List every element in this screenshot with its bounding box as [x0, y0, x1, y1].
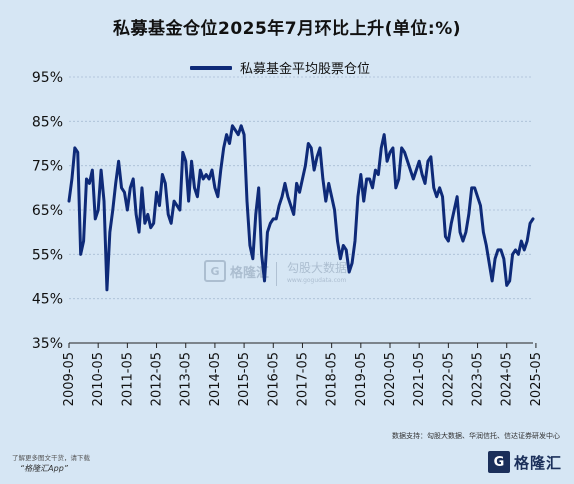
y-tick-label: 95% — [32, 70, 63, 86]
watermark-divider — [276, 262, 277, 286]
x-tick-label: 2024-05 — [500, 352, 515, 406]
x-tick-label: 2012-05 — [150, 352, 165, 406]
y-axis: 35% 45% 55% 65% 75% 85% 95% — [32, 70, 63, 352]
series — [67, 124, 535, 292]
chart-title: 私募基金仓位2025年7月环比上升(单位:%) — [112, 19, 461, 39]
watermark-brand: 格隆汇 — [230, 265, 270, 281]
brand-logo-icon: G — [487, 451, 510, 473]
legend-swatch — [190, 65, 232, 70]
x-tick-label: 2015-05 — [237, 352, 252, 406]
x-tick-label: 2025-05 — [529, 352, 544, 406]
brand-logo: G 格隆汇 — [487, 451, 562, 473]
promo-text: 了解更多图文干货，请下载 — [12, 454, 90, 462]
x-tick-label: 2018-05 — [325, 352, 340, 406]
promo-app-name[interactable]: “格隆汇App” — [20, 464, 68, 473]
x-tick-label: 2016-05 — [266, 352, 281, 406]
x-tick-label: 2014-05 — [208, 352, 223, 406]
y-tick-label: 55% — [32, 247, 63, 263]
watermark-secondary: 勾股大数据 www.gogudata.com — [287, 259, 347, 284]
x-tick-label: 2019-05 — [354, 352, 369, 406]
x-tick-label: 2021-05 — [412, 352, 427, 406]
x-tick-label: 2009-05 — [62, 352, 77, 406]
chart-legend: 私募基金平均股票仓位 — [190, 58, 370, 77]
y-tick-label: 45% — [32, 292, 63, 308]
y-tick-label: 35% — [32, 336, 63, 352]
watermark-url: www.gogudata.com — [287, 277, 347, 284]
legend-label: 私募基金平均股票仓位 — [240, 62, 371, 77]
watermark-logo-icon: G — [204, 260, 226, 282]
brand-name: 格隆汇 — [513, 453, 562, 472]
x-tick-label: 2023-05 — [471, 352, 486, 406]
y-tick-label: 65% — [32, 203, 63, 219]
series-line-private-fund-position — [67, 124, 535, 292]
y-tick-label: 75% — [32, 159, 63, 175]
x-tick-label: 2013-05 — [179, 352, 194, 406]
gridlines — [69, 76, 533, 344]
x-tick-label: 2011-05 — [120, 352, 135, 406]
y-tick-label: 85% — [32, 114, 63, 130]
x-tick-label: 2017-05 — [295, 352, 310, 406]
data-source-note: 数据支持：勾股大数据、华润信托、信达证券研发中心 — [392, 432, 560, 440]
watermark-secondary-name: 勾股大数据 — [287, 261, 348, 275]
x-tick-label: 2020-05 — [383, 352, 398, 406]
x-tick-label: 2010-05 — [91, 352, 106, 406]
x-tick-label: 2022-05 — [441, 352, 456, 406]
watermark-logo: G 格隆汇 — [204, 260, 269, 282]
x-axis: 2009-05 2010-05 2011-05 2012-05 2013-05 2014-… — [62, 342, 544, 406]
